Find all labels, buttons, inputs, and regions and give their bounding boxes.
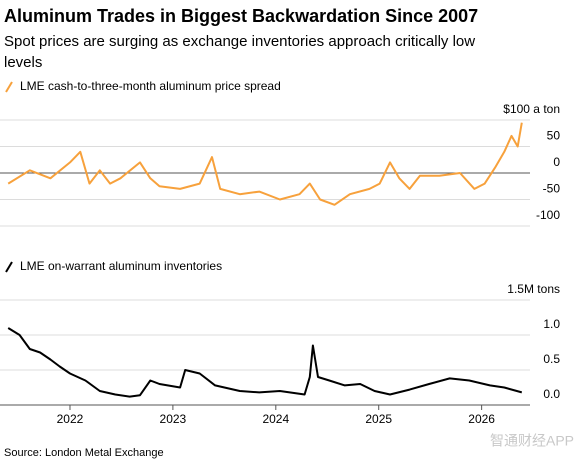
y-tick-label: 1.0 [543, 317, 560, 331]
y-tick-label: $100 a ton [503, 102, 560, 116]
legend-label: LME on-warrant aluminum inventories [20, 259, 222, 273]
subtitle: Spot prices are surging as exchange inve… [4, 33, 475, 50]
y-tick-label: 1.5M tons [507, 282, 560, 296]
x-tick-label: 2026 [468, 412, 495, 426]
y-tick-label: -50 [543, 182, 561, 196]
watermark: 智通财经APP [490, 433, 574, 449]
x-tick-label: 2023 [160, 412, 187, 426]
x-tick-label: 2025 [365, 412, 392, 426]
source: Source: London Metal Exchange [4, 447, 164, 459]
x-tick-label: 2022 [57, 412, 84, 426]
legend-swatch [5, 261, 13, 273]
legend-swatch [5, 81, 13, 93]
y-tick-label: 0 [553, 155, 560, 169]
y-tick-label: 0.0 [543, 387, 560, 401]
chart-title: Aluminum Trades in Biggest Backwardation… [4, 6, 478, 26]
x-tick-label: 2024 [262, 412, 289, 426]
series-line [7, 327, 523, 398]
subtitle: levels [4, 54, 42, 71]
legend-label: LME cash-to-three-month aluminum price s… [20, 79, 281, 93]
y-tick-label: 0.5 [543, 352, 560, 366]
series-line [7, 122, 523, 206]
y-tick-label: 50 [547, 129, 561, 143]
y-tick-label: -100 [536, 208, 560, 222]
